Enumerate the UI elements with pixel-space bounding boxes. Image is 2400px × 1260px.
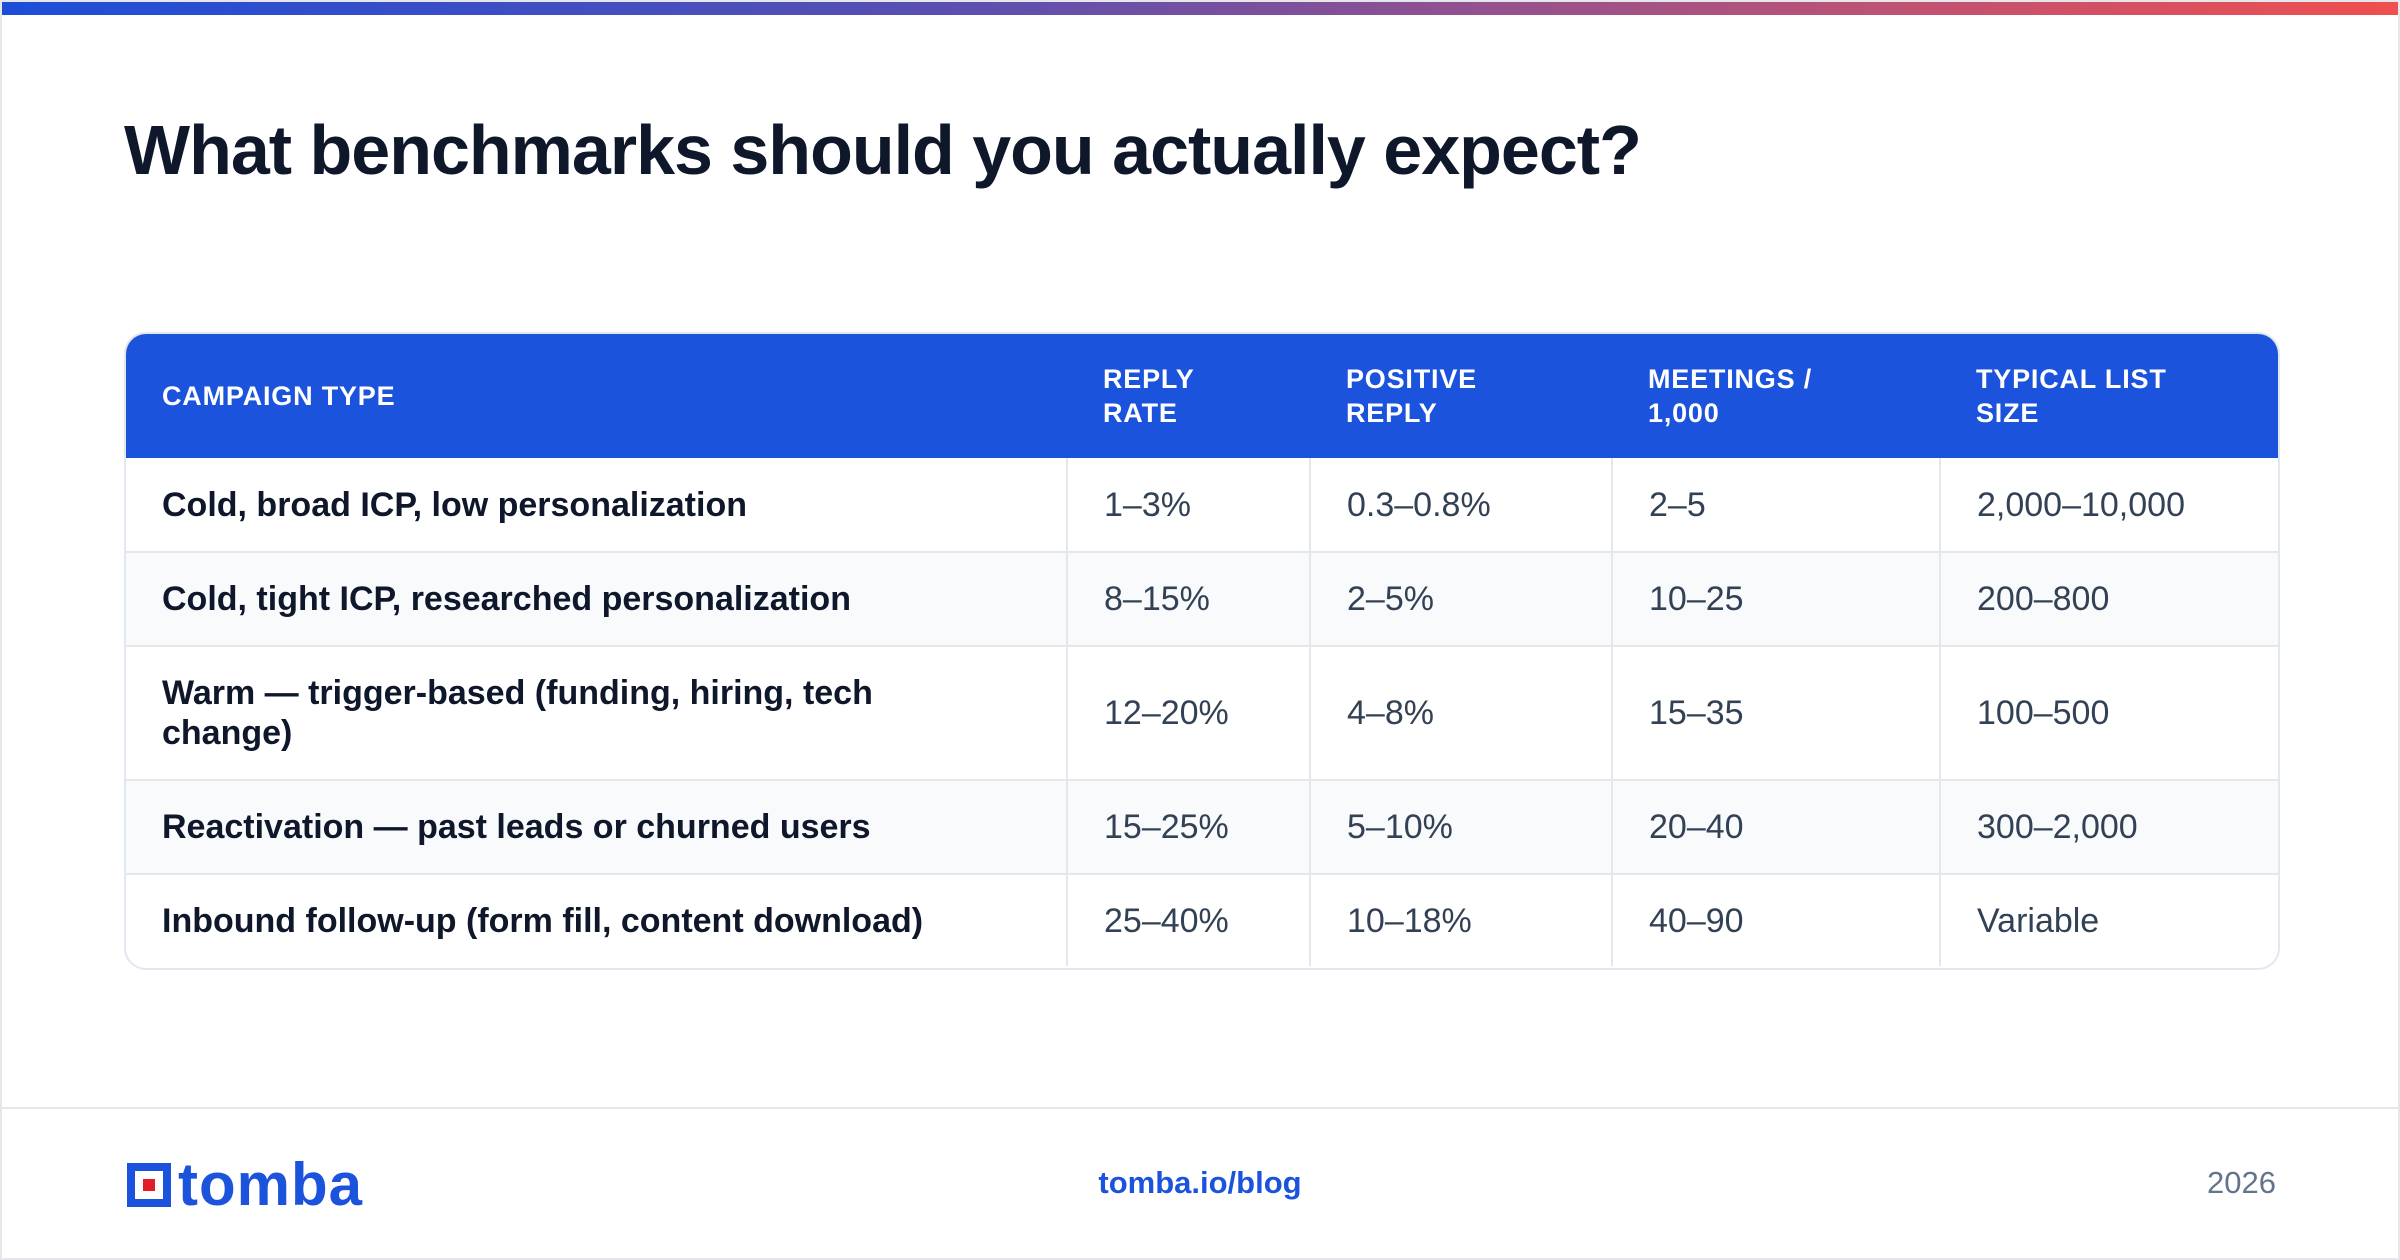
cell-campaign-type: Reactivation — past leads or churned use… [126,780,1067,874]
header-line: RATE [1103,398,1178,428]
cell-reply-rate: 12–20% [1066,646,1310,780]
cell-campaign-type: Warm — trigger-based (funding, hiring, t… [126,646,1067,780]
header-line: 1,000 [1648,398,1720,428]
cell-positive-reply: 2–5% [1309,552,1612,646]
cell-campaign-type: Inbound follow-up (form fill, content do… [126,874,1067,966]
table-row: Cold, broad ICP, low personalization 1–3… [126,458,2278,552]
table-row: Warm — trigger-based (funding, hiring, t… [126,646,2278,780]
table-row: Cold, tight ICP, researched personalizat… [126,552,2278,646]
footer-year: 2026 [2207,1165,2276,1200]
cell-campaign-type: Cold, tight ICP, researched personalizat… [126,552,1067,646]
header-campaign-type: CAMPAIGN TYPE [126,334,1067,458]
cell-positive-reply: 4–8% [1309,646,1612,780]
benchmarks-table: CAMPAIGN TYPE REPLY RATE POSITIVE REPLY … [126,334,2278,966]
page-title: What benchmarks should you actually expe… [124,111,1642,189]
campaign-type-text: Cold, broad ICP, low personalization [162,485,747,524]
cell-meetings: 10–25 [1611,552,1940,646]
cell-positive-reply: 10–18% [1309,874,1612,966]
table-row: Reactivation — past leads or churned use… [126,780,2278,874]
cell-reply-rate: 15–25% [1066,780,1310,874]
top-gradient-bar [2,2,2398,15]
blog-link[interactable]: tomba.io/blog [1098,1165,1302,1200]
footer-divider [2,1107,2398,1109]
cell-meetings: 20–40 [1611,780,1940,874]
campaign-type-text: Cold, tight ICP, researched personalizat… [162,580,851,618]
cell-list-size: 300–2,000 [1939,780,2278,874]
cell-reply-rate: 25–40% [1066,874,1310,966]
header-reply-rate: REPLY RATE [1067,334,1310,458]
cell-reply-rate: 1–3% [1066,458,1310,552]
header-line: REPLY [1103,364,1195,394]
header-line: MEETINGS / [1648,364,1813,394]
cell-list-size: 2,000–10,000 [1939,458,2278,552]
campaign-type-text: Reactivation — past leads or churned use… [162,808,871,846]
cell-list-size: 100–500 [1939,646,2278,780]
header-meetings-per-1000: MEETINGS / 1,000 [1612,334,1940,458]
tomba-logo-icon [127,1163,171,1207]
logo-wordmark: tomba [178,1151,363,1218]
tomba-logo[interactable]: tomba [124,1151,363,1218]
cell-list-size: Variable [1939,874,2278,966]
cell-meetings: 2–5 [1611,458,1940,552]
table-row: Inbound follow-up (form fill, content do… [126,874,2278,966]
cell-reply-rate: 8–15% [1066,552,1310,646]
table-header-row: CAMPAIGN TYPE REPLY RATE POSITIVE REPLY … [126,334,2278,458]
campaign-type-text: Warm — trigger-based (funding, hiring, t… [162,674,873,712]
cell-positive-reply: 0.3–0.8% [1309,458,1612,552]
cell-list-size: 200–800 [1939,552,2278,646]
cell-campaign-type: Cold, broad ICP, low personalization [126,458,1067,552]
cell-meetings: 40–90 [1611,874,1940,966]
benchmarks-table-card: CAMPAIGN TYPE REPLY RATE POSITIVE REPLY … [124,332,2280,970]
cell-meetings: 15–35 [1611,646,1940,780]
header-line: SIZE [1976,398,2040,428]
header-line: REPLY [1346,398,1438,428]
header-line: TYPICAL LIST [1976,364,2167,394]
header-positive-reply: POSITIVE REPLY [1310,334,1612,458]
header-line: CAMPAIGN TYPE [162,381,396,411]
campaign-type-text: Inbound follow-up (form fill, content do… [162,901,924,940]
cell-positive-reply: 5–10% [1309,780,1612,874]
header-typical-list-size: TYPICAL LIST SIZE [1940,334,2278,458]
header-line: POSITIVE [1346,364,1477,394]
campaign-type-text: change) [162,714,293,752]
